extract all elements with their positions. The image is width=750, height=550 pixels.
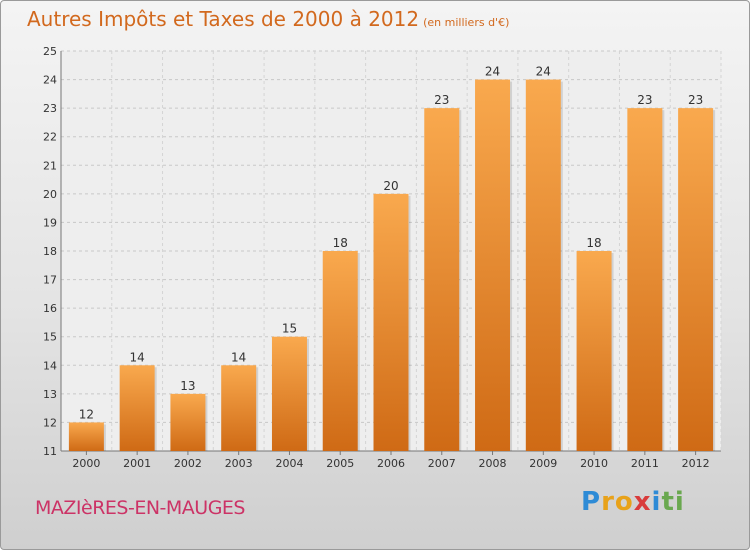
bar — [170, 393, 206, 451]
x-tick-label: 2008 — [479, 457, 507, 470]
proxiti-logo: Proxiti — [581, 487, 685, 517]
bar-value-label: 24 — [536, 65, 551, 79]
x-tick-label: 2005 — [326, 457, 354, 470]
bar — [678, 108, 714, 452]
y-tick-label: 11 — [43, 445, 57, 458]
x-tick-label: 2006 — [377, 457, 405, 470]
y-tick-label: 18 — [43, 245, 57, 258]
bar-value-label: 12 — [79, 407, 94, 421]
bar-value-label: 23 — [688, 93, 703, 107]
bar — [221, 365, 257, 451]
logo-letter: i — [674, 487, 685, 517]
x-tick-label: 2000 — [72, 457, 100, 470]
y-tick-label: 20 — [43, 188, 57, 201]
y-tick-label: 25 — [43, 45, 57, 58]
x-tick-label: 2002 — [174, 457, 202, 470]
commune-name: MAZIèRES-EN-MAUGES — [35, 497, 245, 519]
y-tick-label: 22 — [43, 131, 57, 144]
chart-title: Autres Impôts et Taxes de 2000 à 2012 (en… — [27, 7, 509, 31]
bar-value-label: 20 — [383, 179, 398, 193]
y-tick-label: 14 — [43, 359, 57, 372]
bar-value-label: 13 — [180, 379, 195, 393]
y-tick-label: 15 — [43, 331, 57, 344]
logo-letter: P — [581, 487, 602, 517]
logo-letter: r — [601, 487, 615, 517]
bar-value-label: 23 — [434, 93, 449, 107]
x-tick-label: 2003 — [225, 457, 253, 470]
bar — [373, 193, 409, 451]
y-tick-label: 23 — [43, 102, 57, 115]
y-tick-label: 17 — [43, 274, 57, 287]
logo-letter: o — [614, 487, 634, 517]
x-tick-label: 2012 — [682, 457, 710, 470]
bar — [424, 108, 460, 452]
bar-value-label: 14 — [130, 350, 145, 364]
bar — [627, 108, 663, 452]
bar — [271, 336, 307, 451]
x-tick-label: 2009 — [529, 457, 557, 470]
bar — [475, 79, 511, 452]
chart-subtitle: (en milliers d'€) — [423, 16, 510, 29]
y-tick-label: 19 — [43, 216, 57, 229]
bar — [119, 365, 155, 451]
logo-letter: i — [651, 487, 662, 517]
x-tick-label: 2004 — [275, 457, 303, 470]
bar-value-label: 23 — [637, 93, 652, 107]
bar — [68, 422, 104, 451]
bar — [525, 79, 561, 452]
y-tick-label: 12 — [43, 416, 57, 429]
x-tick-label: 2011 — [631, 457, 659, 470]
chart-title-text: Autres Impôts et Taxes de 2000 à 2012 — [27, 7, 420, 31]
y-tick-label: 24 — [43, 74, 57, 87]
bar — [576, 251, 612, 451]
bar-value-label: 18 — [333, 236, 348, 250]
x-tick-label: 2010 — [580, 457, 608, 470]
bar-value-label: 18 — [586, 236, 601, 250]
logo-letter: x — [633, 487, 652, 517]
bar — [322, 251, 358, 451]
bar-value-label: 24 — [485, 65, 500, 79]
logo-letter: t — [661, 487, 675, 517]
bar-value-label: 14 — [231, 350, 246, 364]
bar-value-label: 15 — [282, 322, 297, 336]
y-tick-label: 16 — [43, 302, 57, 315]
x-tick-label: 2007 — [428, 457, 456, 470]
y-tick-label: 21 — [43, 159, 57, 172]
x-tick-label: 2001 — [123, 457, 151, 470]
y-tick-label: 13 — [43, 388, 57, 401]
